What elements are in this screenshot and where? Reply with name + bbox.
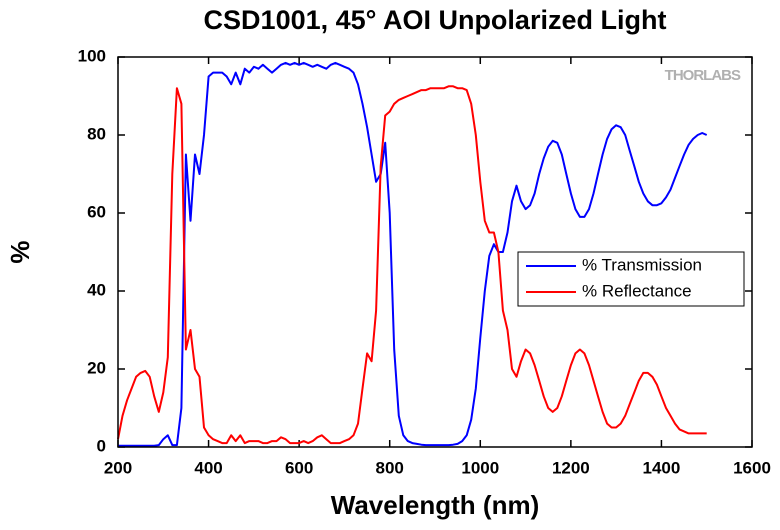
chart-title: CSD1001, 45° AOI Unpolarized Light xyxy=(204,5,667,35)
series-line xyxy=(117,85,707,445)
x-tick-label: 1200 xyxy=(552,458,590,477)
y-tick-label: 0 xyxy=(97,436,106,455)
x-tick-label: 1400 xyxy=(643,458,681,477)
series-line xyxy=(118,61,708,447)
x-tick-label: 600 xyxy=(285,458,313,477)
x-tick-label: 1000 xyxy=(461,458,499,477)
x-tick-label: 800 xyxy=(376,458,404,477)
x-tick-label: 200 xyxy=(104,458,132,477)
legend-box xyxy=(517,251,745,307)
y-tick-label: 80 xyxy=(87,124,106,143)
y-tick-label: 60 xyxy=(87,202,106,221)
legend-label: % Reflectance xyxy=(582,281,692,300)
y-tick-label: 100 xyxy=(78,46,106,65)
y-axis-label: % xyxy=(5,240,35,263)
x-axis-label: Wavelength (nm) xyxy=(331,490,539,520)
x-tick-label: 1600 xyxy=(733,458,771,477)
legend-label: % Transmission xyxy=(582,255,702,274)
y-tick-label: 40 xyxy=(87,280,106,299)
watermark: THORLABS xyxy=(665,67,741,84)
x-tick-label: 400 xyxy=(194,458,222,477)
plot-frame xyxy=(117,56,753,448)
y-tick-label: 20 xyxy=(87,358,106,377)
